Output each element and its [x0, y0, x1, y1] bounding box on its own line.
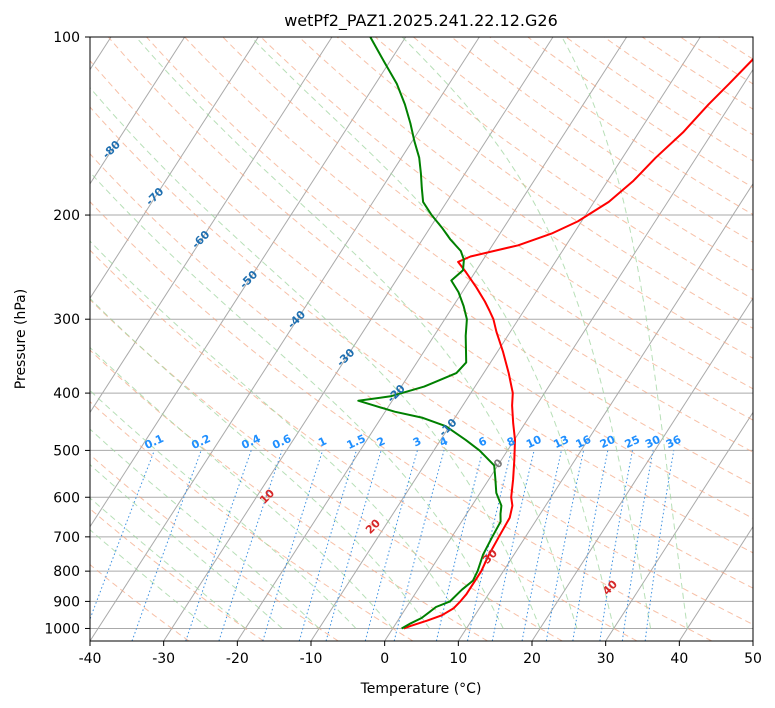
isotherm-label: -100 — [13, 37, 42, 66]
mixing-ratio-label: 20 — [598, 433, 618, 451]
moist-adiabat — [250, 37, 615, 629]
isotherm-line — [457, 182, 753, 641]
chart-title: wetPf2_PAZ1.2025.241.22.12.G26 — [284, 11, 558, 31]
moist-adiabat — [90, 297, 431, 629]
dry-adiabat — [90, 106, 753, 589]
mixing-ratio-line — [599, 450, 633, 641]
isotherm-line — [90, 37, 407, 528]
dry-adiabat — [90, 453, 339, 641]
y-tick-label: 200 — [53, 208, 80, 224]
data-layer — [357, 37, 753, 630]
dry-adiabat — [90, 563, 190, 641]
mixing-ratio-line — [218, 450, 283, 641]
moist-adiabat — [401, 37, 652, 629]
mixing-ratio-label: 25 — [623, 433, 642, 451]
isotherm-line — [384, 68, 753, 641]
axes-layer: -40 -30 -20 -10 0 10 20 30 40 50 1000 900 800 700 600 5… — [44, 30, 762, 667]
dry-adiabat — [107, 37, 753, 519]
y-tick-label: 100 — [53, 30, 80, 46]
mixing-ratio-line — [435, 450, 484, 641]
plot-background — [90, 37, 753, 641]
y-tick-label: 500 — [53, 443, 80, 459]
mixing-ratio-line — [262, 450, 324, 641]
moist-adiabat — [90, 463, 283, 629]
x-tick-label: 40 — [670, 651, 688, 667]
mixing-ratio-line — [364, 450, 418, 641]
moist-adiabat — [90, 529, 209, 629]
x-tick-label: -30 — [152, 651, 175, 667]
isotherm-line — [605, 411, 753, 641]
x-tick-label: 20 — [523, 651, 541, 667]
dry-adiabat — [90, 349, 488, 641]
mixing-ratio-line — [131, 450, 202, 641]
dewpoint-profile — [357, 37, 503, 630]
x-tick-label: -20 — [226, 651, 249, 667]
moist-adiabat — [90, 171, 504, 629]
y-tick-label: 800 — [53, 564, 80, 580]
plot-frame — [89, 36, 754, 642]
y-tick-label: 700 — [53, 530, 80, 546]
isotherm-label: -90 — [57, 90, 80, 113]
dry-adiabat — [183, 37, 753, 453]
moist-adiabat — [90, 346, 394, 629]
mixing-ratio-label: 30 — [643, 433, 663, 451]
x-tick-label: 0 — [380, 651, 389, 667]
mixing-ratio-line — [621, 450, 654, 641]
x-tick-label: -40 — [79, 651, 102, 667]
mixing-ratio-label: 13 — [552, 433, 571, 451]
y-axis-label: Pressure (hPa) — [13, 289, 29, 389]
dry-adiabat — [145, 37, 753, 486]
mixing-ratio-line — [644, 450, 675, 641]
isotherm-line — [752, 640, 753, 641]
mixing-ratio-line — [298, 450, 357, 641]
x-axis-label: Temperature (°C) — [360, 681, 482, 697]
mixing-ratio-label: 16 — [574, 433, 594, 451]
dry-adiabat — [90, 200, 712, 641]
dry-adiabat — [90, 60, 753, 554]
mixing-ratio-line — [325, 450, 382, 641]
x-tick-label: -10 — [300, 651, 323, 667]
isotherm-line — [236, 37, 628, 641]
isotherm-line — [678, 525, 753, 641]
isotherm-line — [90, 37, 259, 300]
dry-adiabat — [90, 401, 414, 641]
y-tick-label: 300 — [53, 312, 80, 328]
dry-adiabat — [298, 37, 753, 359]
grid-layer — [90, 37, 753, 641]
dry-adiabat — [90, 298, 563, 641]
moist-adiabat — [561, 37, 688, 629]
y-tick-label: 600 — [53, 490, 80, 506]
dry-adiabat — [90, 508, 264, 641]
isotherm-line — [163, 37, 554, 641]
temperature-profile — [403, 57, 753, 630]
y-tick-label: 400 — [53, 386, 80, 402]
dry-adiabat — [90, 249, 638, 641]
mixing-ratio-line — [393, 450, 445, 641]
moist-adiabat — [90, 86, 541, 629]
mixing-ratio-label: 10 — [524, 433, 544, 451]
x-tick-label: 50 — [744, 651, 762, 667]
dry-adiabat — [90, 153, 753, 625]
isotherm-line — [90, 37, 186, 185]
moist-adiabat — [90, 428, 320, 629]
mixing-ratio-label: 36 — [664, 433, 684, 451]
isotherm-line — [90, 37, 333, 414]
moist-adiabat — [135, 37, 578, 629]
isotherm-line — [531, 297, 753, 641]
dry-adiabat — [336, 37, 753, 329]
mixing-ratio-line — [90, 450, 155, 621]
x-tick-label: 30 — [597, 651, 615, 667]
y-tick-label: 1000 — [44, 621, 80, 637]
mixing-ratio-line — [185, 450, 252, 641]
x-tick-label: 10 — [449, 651, 467, 667]
y-tick-label: 900 — [53, 594, 80, 610]
moist-adiabat — [90, 497, 246, 629]
